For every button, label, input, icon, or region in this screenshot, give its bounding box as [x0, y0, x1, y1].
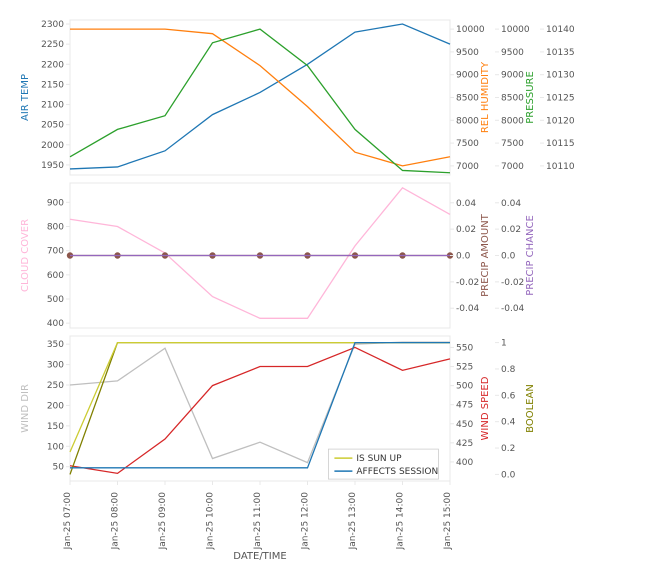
y-tick-label: 10000: [501, 25, 530, 35]
y-tick-label: 100: [47, 442, 64, 452]
y-tick-label: 600: [47, 271, 64, 281]
x-tick-label: Jan-25 11:00: [253, 492, 263, 551]
y-tick-label: 8000: [501, 116, 524, 126]
y-tick-label: 300: [47, 361, 64, 371]
y-axis-label: WIND SPEED: [480, 376, 491, 440]
y-axis-label: PRESSURE: [525, 71, 536, 124]
y-tick-label: 9000: [501, 71, 524, 81]
y-tick-label: 250: [47, 381, 64, 391]
y-axis-label: PRECIP AMOUNT: [480, 213, 491, 297]
y-tick-label: 475: [456, 401, 473, 411]
y-tick-label: 500: [47, 295, 64, 305]
y-tick-label: 10115: [546, 139, 575, 149]
y-tick-label: 0.04: [501, 199, 521, 209]
y-tick-label: 10135: [546, 48, 575, 58]
y-tick-label: 150: [47, 422, 64, 432]
y-axis-label: PRECIP CHANCE: [525, 215, 536, 296]
multi-panel-chart: 1950 2000 2050 2100 2150 2200 2250 2300 AIR TEMP…: [0, 0, 648, 576]
y-tick-label: 10130: [546, 71, 575, 81]
y-axis-label: WIND DIR: [20, 384, 31, 433]
y-tick-label: 7500: [501, 139, 524, 149]
y-tick-label: 0.2: [501, 444, 515, 454]
y-tick-label: 1: [501, 339, 507, 349]
y-tick-label: 10125: [546, 94, 575, 104]
y-axis-label: CLOUD COVER: [20, 219, 31, 292]
y-tick-label: 9000: [456, 71, 479, 81]
y-tick-label: 800: [47, 223, 64, 233]
y-tick-label: 0.02: [501, 225, 521, 235]
y-tick-label: 400: [456, 458, 473, 468]
legend-label: IS SUN UP: [356, 454, 402, 464]
y-tick-label: 0.8: [501, 365, 516, 375]
y-tick-label: -0.04: [501, 304, 525, 314]
y-tick-label: 0.0: [501, 470, 516, 480]
y-tick-label: 0.4: [501, 418, 516, 428]
x-axis-title: DATE/TIME: [233, 551, 286, 562]
y-tick-label: 50: [53, 463, 65, 473]
y-tick-label: 525: [456, 363, 473, 373]
y-tick-label: 10120: [546, 116, 575, 126]
y-tick-label: 8000: [456, 116, 479, 126]
y-tick-label: 450: [456, 420, 473, 430]
legend-label: AFFECTS SESSION: [356, 467, 438, 477]
y-tick-label: 2250: [41, 40, 64, 50]
y-tick-label: 350: [47, 340, 64, 350]
x-tick-label: Jan-25 08:00: [111, 492, 121, 551]
y-tick-label: 2100: [41, 101, 64, 111]
x-tick-label: Jan-25 09:00: [158, 492, 168, 551]
y-tick-label: 8500: [456, 94, 479, 104]
y-tick-label: 7000: [501, 162, 524, 172]
y-tick-label: 10000: [456, 25, 485, 35]
y-tick-label: 0.04: [456, 199, 476, 209]
y-tick-label: -0.02: [456, 278, 479, 288]
y-tick-label: 7000: [456, 162, 479, 172]
y-tick-label: 0.0: [501, 252, 516, 262]
y-tick-label: 10140: [546, 25, 575, 35]
y-tick-label: 0.0: [456, 252, 471, 262]
y-tick-label: 2150: [41, 80, 64, 90]
y-axis-label: REL HUMIDITY: [480, 61, 491, 133]
y-tick-label: 1950: [41, 161, 64, 171]
y-tick-label: -0.04: [456, 304, 480, 314]
y-tick-label: 9500: [456, 48, 479, 58]
panel-0: [70, 20, 450, 175]
y-tick-label: 500: [456, 382, 473, 392]
y-tick-label: 400: [47, 319, 64, 329]
y-tick-label: 2200: [41, 60, 64, 70]
y-tick-label: 900: [47, 198, 64, 208]
y-tick-label: 9500: [501, 48, 524, 58]
x-tick-label: Jan-25 07:00: [63, 492, 73, 551]
y-tick-label: 8500: [501, 94, 524, 104]
y-tick-label: 10110: [546, 162, 575, 172]
x-tick-label: Jan-25 14:00: [396, 492, 406, 551]
y-tick-label: 7500: [456, 139, 479, 149]
y-tick-label: 2000: [41, 141, 64, 151]
x-tick-label: Jan-25 15:00: [443, 492, 453, 551]
y-axis-label: BOOLEAN: [525, 384, 536, 433]
y-tick-label: 0.6: [501, 391, 516, 401]
y-axis-label: AIR TEMP: [20, 74, 31, 121]
y-tick-label: -0.02: [501, 278, 524, 288]
y-tick-label: 550: [456, 343, 473, 353]
y-tick-label: 2050: [41, 121, 64, 131]
x-tick-label: Jan-25 13:00: [348, 492, 358, 551]
x-tick-label: Jan-25 12:00: [301, 492, 311, 551]
y-tick-label: 2300: [41, 20, 64, 30]
y-tick-label: 200: [47, 401, 64, 411]
y-tick-label: 0.02: [456, 225, 476, 235]
y-tick-label: 700: [47, 247, 64, 257]
y-tick-label: 425: [456, 439, 473, 449]
x-tick-label: Jan-25 10:00: [206, 492, 216, 551]
